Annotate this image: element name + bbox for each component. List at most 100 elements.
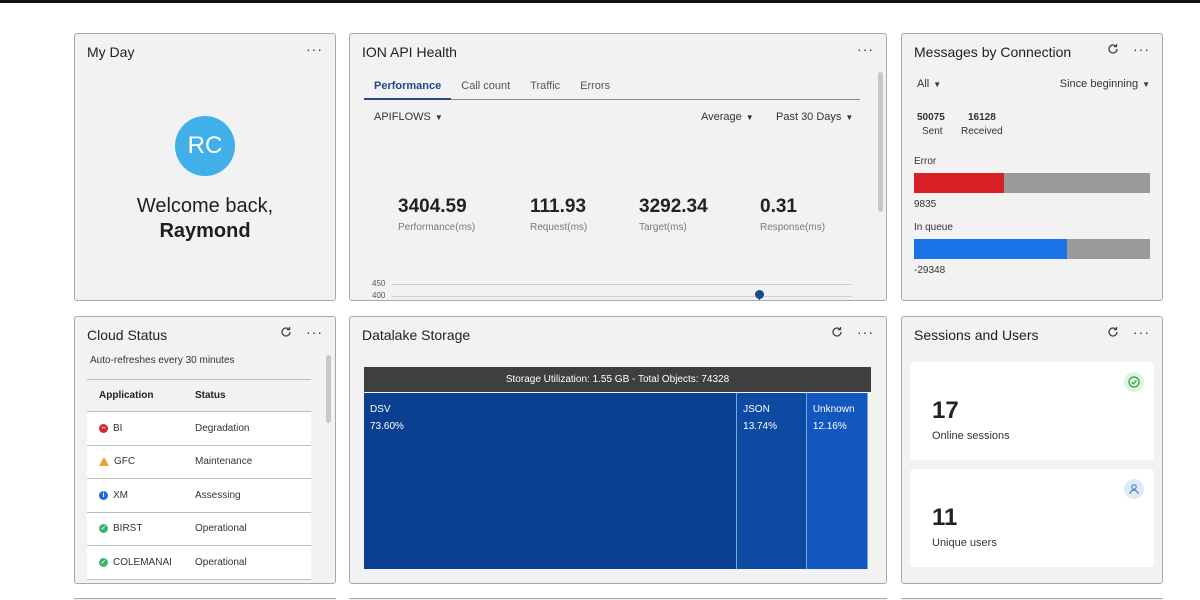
treemap-block-dsv[interactable]: DSV 73.60%: [364, 393, 738, 569]
cloud-status-table: Application Status – BI Degradation GFC M…: [87, 379, 311, 580]
sent-label: Sent: [922, 126, 943, 137]
minus-circle-icon: –: [99, 423, 108, 433]
metric-request: 111.93 Request(ms): [530, 196, 587, 233]
block-pct: 73.60%: [370, 421, 404, 432]
chart-tick-400: 400: [372, 291, 386, 300]
more-options-icon[interactable]: ···: [306, 41, 323, 57]
ion-api-tabs: Performance Call count Traffic Errors: [364, 78, 860, 100]
tab-errors[interactable]: Errors: [580, 80, 611, 92]
queue-bar-fill: [914, 239, 1068, 259]
caret-down-icon: ▼: [933, 80, 942, 89]
welcome-line: Welcome back,: [136, 195, 274, 217]
card-stub: [349, 598, 887, 600]
metric-response: 0.31 Response(ms): [760, 196, 825, 233]
apiflows-dropdown[interactable]: APIFLOWS ▼: [374, 111, 443, 123]
table-header: Application Status: [87, 379, 311, 412]
col-status: Status: [195, 390, 226, 401]
check-circle-icon: ✓: [99, 557, 108, 567]
card-stub: [901, 598, 1163, 600]
refresh-icon[interactable]: [280, 326, 292, 338]
metric-label: Performance(ms): [398, 222, 476, 233]
all-label: All: [917, 78, 930, 90]
user-name: Raymond: [159, 220, 251, 242]
cloud-status-subtitle: Auto-refreshes every 30 minutes: [90, 355, 235, 366]
cloud-status-card: Cloud Status ··· Auto-refreshes every 30…: [74, 316, 336, 584]
refresh-icon[interactable]: [1107, 43, 1119, 55]
received-value: 16128: [968, 112, 996, 123]
datalake-title: Datalake Storage: [362, 327, 471, 343]
app-status: Assessing: [195, 489, 241, 501]
average-dropdown[interactable]: Average ▼: [701, 111, 754, 123]
unique-users-value: 11: [932, 504, 958, 531]
my-day-card: My Day ··· RC Welcome back, Raymond: [74, 33, 336, 301]
block-name: JSON: [743, 404, 770, 415]
check-circle-icon: ✓: [99, 524, 108, 534]
tab-performance[interactable]: Performance: [364, 78, 452, 100]
queue-value: -29348: [914, 265, 946, 276]
warning-triangle-icon: [99, 457, 109, 467]
table-row[interactable]: GFC Maintenance: [87, 445, 311, 479]
error-label: Error: [914, 156, 937, 167]
block-name: DSV: [370, 404, 391, 415]
since-dropdown[interactable]: Since beginning ▼: [1060, 78, 1150, 90]
app-name: BI: [113, 422, 123, 434]
queue-bar: [914, 239, 1150, 259]
app-status: Degradation: [195, 422, 250, 434]
app-name: GFC: [114, 456, 136, 468]
period-label: Past 30 Days: [776, 111, 842, 123]
treemap-block-json[interactable]: JSON 13.74%: [737, 393, 807, 569]
caret-down-icon: ▼: [1142, 80, 1150, 89]
more-options-icon[interactable]: ···: [857, 324, 874, 340]
chart-gridline: [392, 284, 852, 285]
unique-users-tile[interactable]: 11 Unique users: [910, 469, 1154, 567]
info-circle-icon: i: [99, 490, 108, 500]
chart-tick-450: 450: [372, 279, 386, 288]
block-pct: 13.74%: [743, 421, 778, 432]
scrollbar[interactable]: [326, 355, 331, 423]
metric-label: Response(ms): [760, 222, 826, 233]
caret-down-icon: ▼: [745, 113, 754, 122]
more-options-icon[interactable]: ···: [1133, 324, 1150, 340]
scrollbar[interactable]: [878, 72, 883, 212]
table-row[interactable]: i XM Assessing: [87, 479, 311, 513]
error-bar: [914, 173, 1150, 193]
cloud-status-title: Cloud Status: [87, 327, 168, 343]
refresh-icon[interactable]: [831, 326, 843, 338]
chart-gridline: [392, 296, 852, 297]
unique-users-label: Unique users: [932, 537, 997, 549]
tab-traffic[interactable]: Traffic: [530, 80, 561, 92]
app-name: COLEMANAI: [113, 556, 172, 568]
table-row[interactable]: ✓ COLEMANAI Operational: [87, 546, 311, 580]
more-options-icon[interactable]: ···: [857, 41, 874, 57]
refresh-icon[interactable]: [1107, 326, 1119, 338]
online-sessions-value: 17: [932, 397, 959, 424]
tab-call-count[interactable]: Call count: [461, 80, 511, 92]
my-day-title: My Day: [87, 44, 135, 60]
more-options-icon[interactable]: ···: [1133, 41, 1150, 57]
metric-target: 3292.34 Target(ms): [639, 196, 708, 233]
apiflows-label: APIFLOWS: [374, 111, 431, 123]
card-stub: [74, 598, 336, 600]
more-options-icon[interactable]: ···: [306, 324, 323, 340]
user-icon: [1124, 479, 1144, 499]
all-dropdown[interactable]: All ▼: [917, 78, 941, 90]
table-row[interactable]: ✓ BIRST Operational: [87, 512, 311, 546]
app-name: BIRST: [113, 523, 143, 535]
metric-label: Target(ms): [639, 222, 687, 233]
ion-api-title: ION API Health: [362, 44, 457, 60]
avatar[interactable]: RC: [175, 116, 235, 176]
metric-value: 3404.59: [398, 196, 467, 217]
top-bar: [0, 0, 1200, 3]
metric-label: Request(ms): [530, 222, 588, 233]
caret-down-icon: ▼: [434, 113, 443, 122]
online-sessions-tile[interactable]: 17 Online sessions: [910, 362, 1154, 460]
treemap-block-unknown[interactable]: Unknown 12.16%: [806, 393, 869, 569]
average-label: Average: [701, 111, 742, 123]
period-dropdown[interactable]: Past 30 Days ▼: [776, 111, 853, 123]
metric-performance: 3404.59 Performance(ms): [398, 196, 475, 233]
table-row[interactable]: – BI Degradation: [87, 412, 311, 446]
block-pct: 12.16%: [812, 421, 847, 432]
metric-value: 0.31: [760, 196, 797, 217]
chart-data-point[interactable]: [755, 290, 764, 299]
metric-value: 111.93: [530, 196, 587, 217]
